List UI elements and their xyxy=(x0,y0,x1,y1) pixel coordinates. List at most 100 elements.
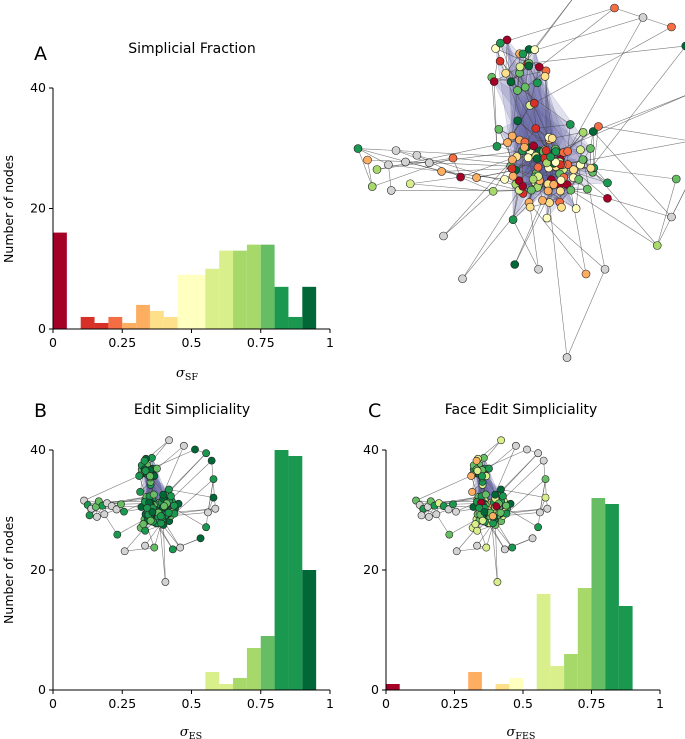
net-c-edge-327 xyxy=(436,514,450,535)
net-a-edge-306 xyxy=(590,46,685,169)
bar-a-3 xyxy=(94,322,109,329)
x-tick-label-b-2: 0.5 xyxy=(182,696,202,711)
net-b-edge-327 xyxy=(104,514,118,535)
bar-a-4 xyxy=(108,316,123,329)
net-a-edge-165 xyxy=(518,158,545,181)
net-a-node-116 xyxy=(501,68,511,78)
net-a-node-79 xyxy=(549,180,558,189)
net-c-edge-305 xyxy=(498,452,539,496)
net-c-node-108 xyxy=(492,502,501,511)
net-a-edge-290 xyxy=(460,156,517,178)
net-a-node-74 xyxy=(543,186,553,196)
net-a-edge-283 xyxy=(416,154,461,178)
net-a-node-65 xyxy=(472,173,481,182)
net-b-edge-271 xyxy=(83,475,140,501)
net-c-edge-323 xyxy=(476,523,494,546)
net-b-node-60 xyxy=(149,490,158,499)
net-b-edge-324 xyxy=(124,518,153,552)
net-a-edge-67 xyxy=(570,189,608,199)
net-c-node-124 xyxy=(467,472,476,480)
net-a-node-8 xyxy=(576,145,585,155)
net-a-node-106 xyxy=(578,155,588,164)
net-a-node-88 xyxy=(566,185,576,195)
network-a xyxy=(353,0,685,362)
x-tick-label-a-2: 0.5 xyxy=(182,335,202,350)
net-a-edge-327 xyxy=(443,159,513,237)
net-c-node-164 xyxy=(493,578,502,586)
x-tick-label-a-0: 0 xyxy=(49,335,57,350)
panel-letter-c: C xyxy=(368,400,381,422)
net-c-node-105 xyxy=(488,512,497,521)
net-b-node-108 xyxy=(160,502,169,511)
net-b-node-145 xyxy=(120,507,128,516)
net-a-node-72 xyxy=(518,182,528,191)
net-c-node-157 xyxy=(528,534,537,543)
net-a-node-40 xyxy=(556,186,565,196)
net-a-node-119 xyxy=(533,78,542,88)
net-a-edge-297 xyxy=(410,183,494,192)
net-a-edge-293 xyxy=(372,157,454,187)
net-a-node-135 xyxy=(353,144,363,153)
bar-b-5 xyxy=(274,450,289,690)
bar-a-10 xyxy=(191,274,206,329)
y-tick-label-a-2: 40 xyxy=(30,80,46,95)
net-b-edge-328 xyxy=(163,525,166,582)
net-b-node-165 xyxy=(209,493,218,502)
net-c-node-58 xyxy=(502,501,511,510)
bar-a-7 xyxy=(149,310,164,329)
net-a-node-51 xyxy=(523,153,533,163)
net-b-node-85 xyxy=(167,492,175,501)
net-a-edge-303 xyxy=(567,17,644,152)
net-a-node-137 xyxy=(372,165,382,174)
net-a-node-69 xyxy=(508,155,517,165)
net-b-edge-319 xyxy=(155,523,174,550)
x-tick-label-b-0: 0 xyxy=(49,696,57,711)
network-b-inset xyxy=(80,436,220,586)
net-a-edge-284 xyxy=(395,150,430,164)
net-b-node-82 xyxy=(165,485,173,494)
panel-letter-b: B xyxy=(34,400,47,422)
net-c-node-85 xyxy=(499,492,507,501)
net-c-node-96 xyxy=(489,519,497,528)
x-axis-label-b: σES xyxy=(180,725,202,739)
net-c-node-162 xyxy=(452,547,461,556)
bar-c-0 xyxy=(386,684,400,690)
net-a-node-33 xyxy=(603,194,612,203)
net-b-node-101 xyxy=(159,490,168,499)
net-a-node-132 xyxy=(534,62,544,72)
net-c-node-102 xyxy=(478,516,487,525)
net-a-edge-302 xyxy=(522,17,644,55)
bar-c-4 xyxy=(536,594,551,690)
net-c-node-145 xyxy=(452,507,460,516)
panel-title-b: Edit Simpliciality xyxy=(134,402,250,418)
bar-c-7 xyxy=(577,588,592,690)
net-b-edge-283 xyxy=(106,496,147,504)
net-a-edge-319 xyxy=(528,202,587,275)
net-a-edge-252 xyxy=(511,66,521,137)
y-tick-label-b-1: 20 xyxy=(30,562,46,577)
net-a-edge-153 xyxy=(567,124,571,152)
net-a-node-152 xyxy=(667,22,676,32)
x-tick-label-a-4: 1 xyxy=(326,335,334,350)
net-a-edge-274 xyxy=(376,142,508,170)
net-a-edge-316 xyxy=(546,217,606,270)
net-a-node-126 xyxy=(515,62,525,72)
net-b-node-92 xyxy=(164,508,173,517)
net-b-node-106 xyxy=(139,520,148,529)
bar-b-3 xyxy=(246,648,261,690)
net-a-node-128 xyxy=(506,77,516,87)
net-a-node-134 xyxy=(495,56,505,66)
net-a-node-66 xyxy=(508,171,518,181)
net-a-node-159 xyxy=(581,269,591,279)
net-b-node-133 xyxy=(140,456,149,465)
net-b-node-146 xyxy=(85,511,94,520)
net-a-edge-308 xyxy=(593,95,685,132)
x-tick-label-c-3: 0.75 xyxy=(578,696,606,711)
bar-a-15 xyxy=(260,244,275,329)
net-b-node-143 xyxy=(112,505,121,514)
net-a-node-153 xyxy=(681,41,685,51)
net-a-edge-228 xyxy=(529,66,540,106)
bar-c-10 xyxy=(618,606,633,690)
net-a-node-144 xyxy=(448,153,458,163)
